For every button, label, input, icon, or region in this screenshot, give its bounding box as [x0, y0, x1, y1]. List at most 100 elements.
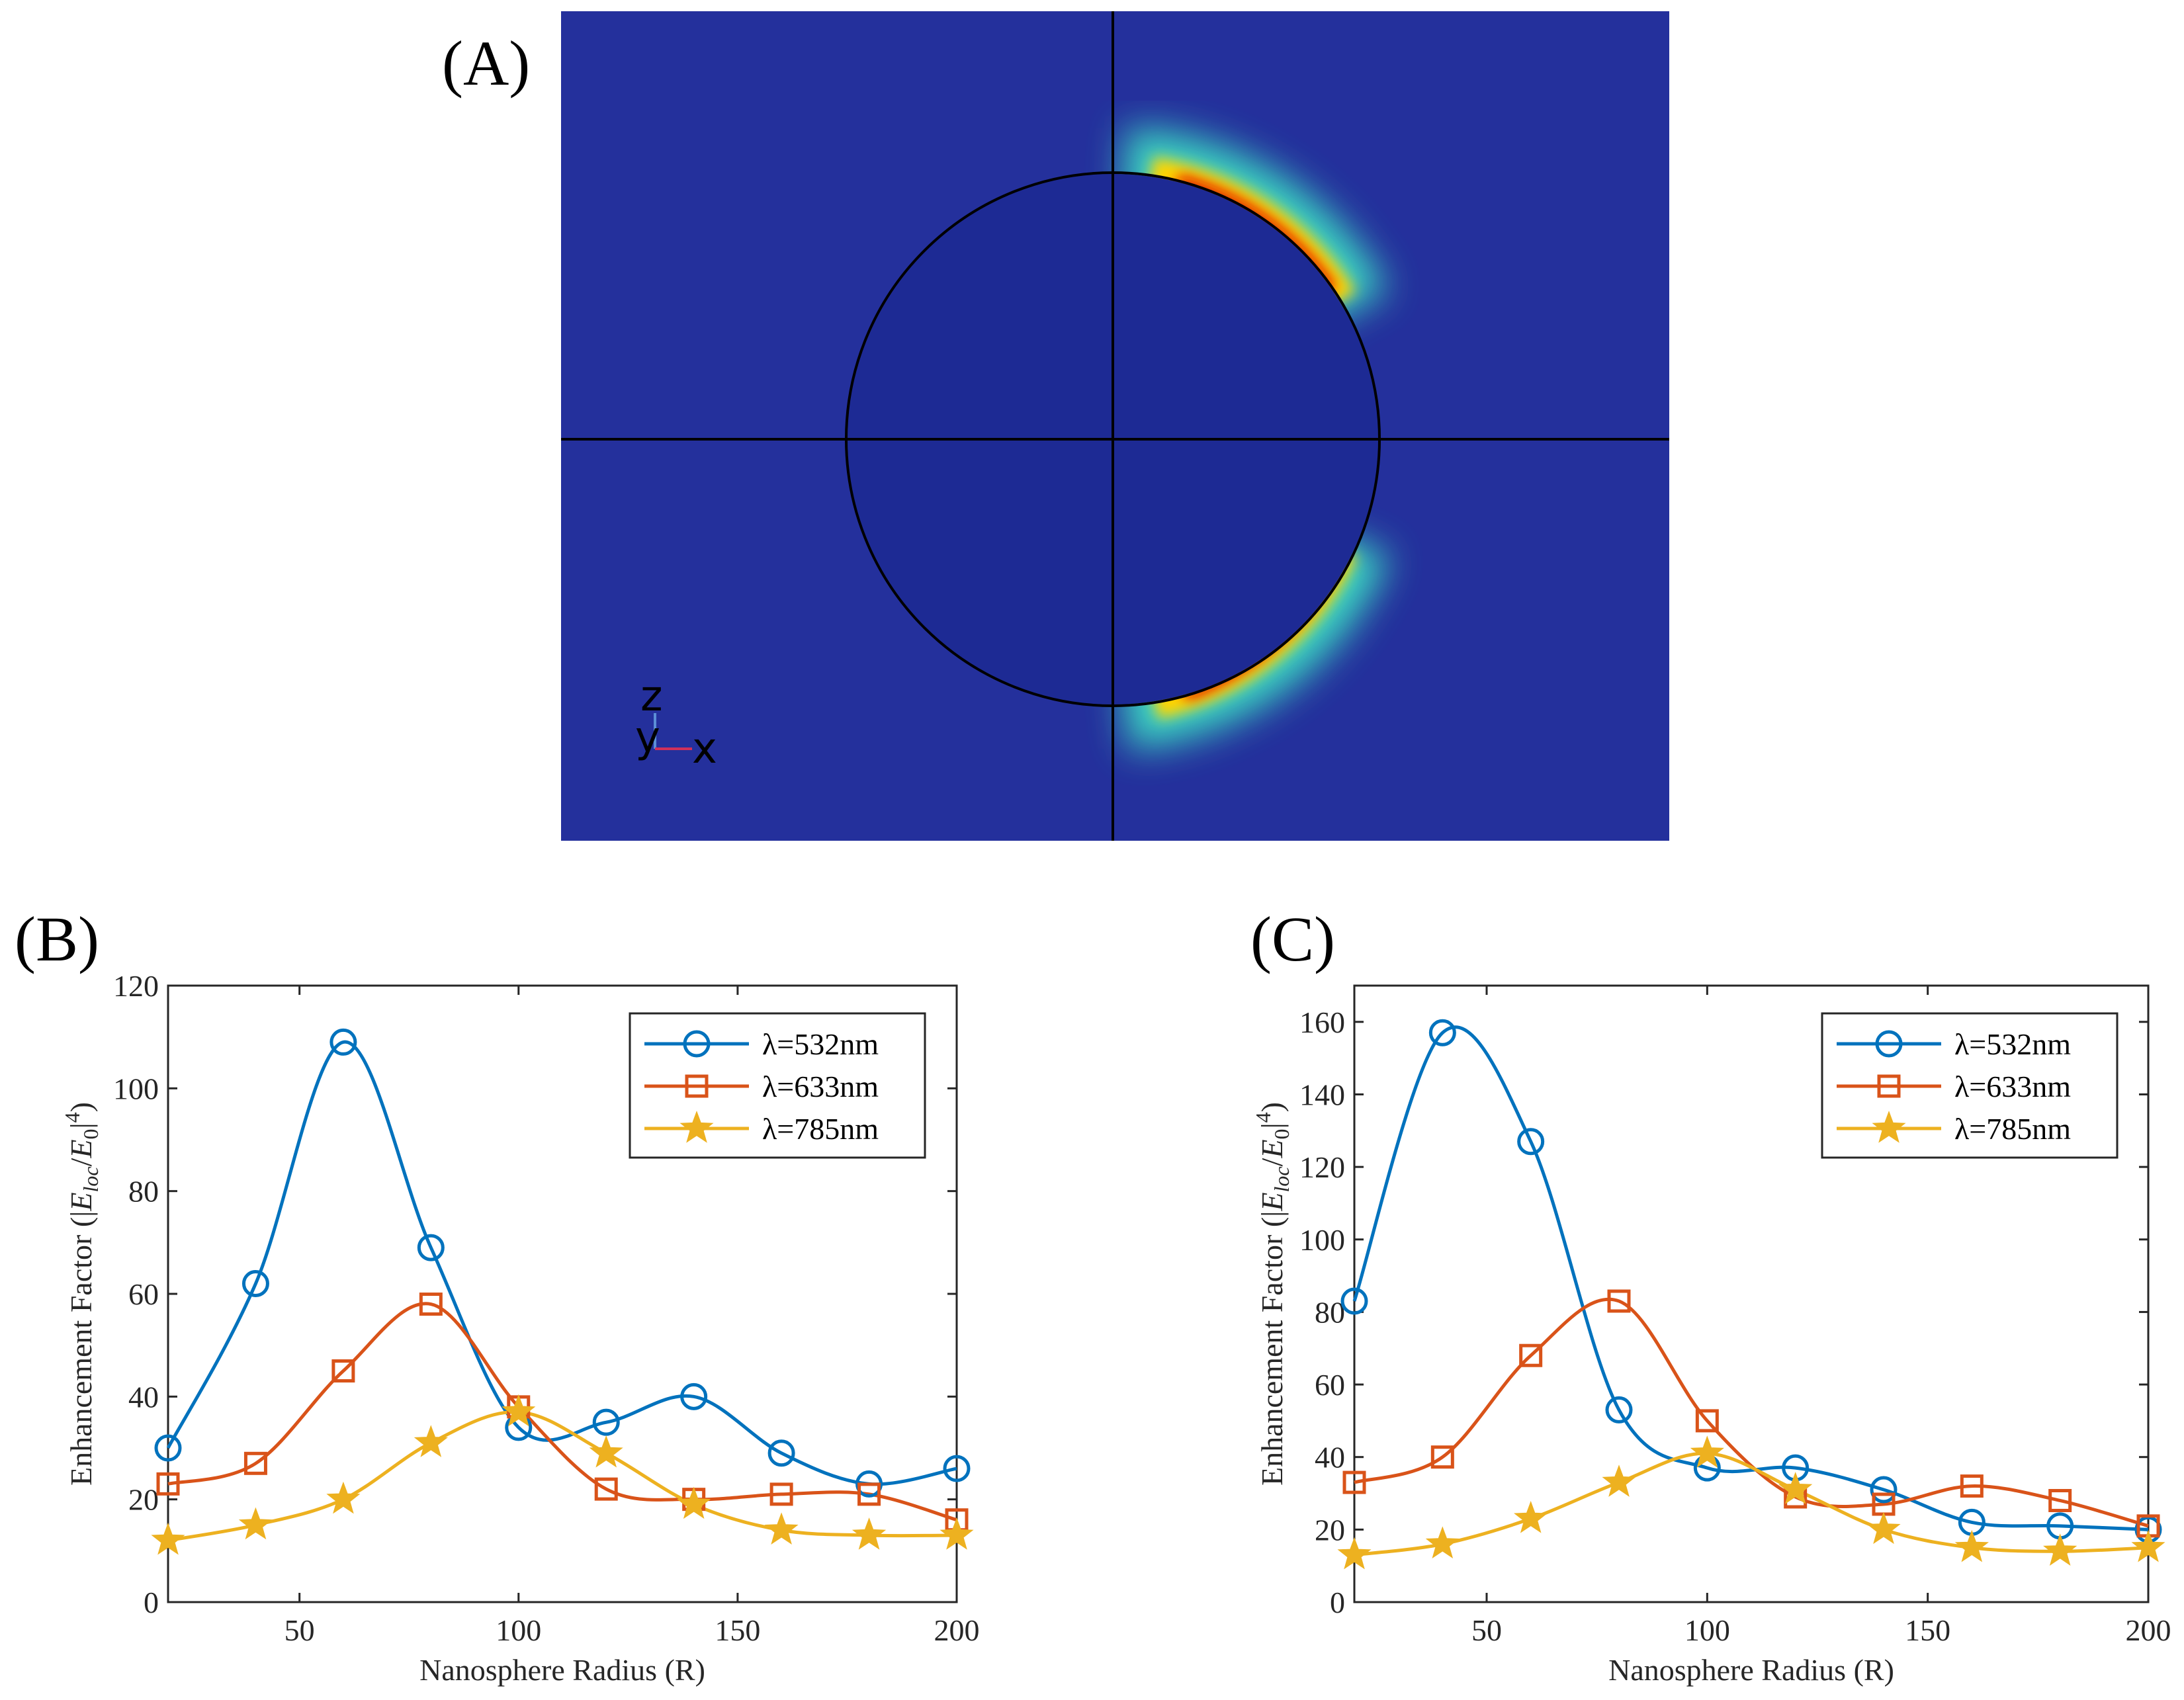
panel-b-label: (B) — [15, 904, 99, 974]
panel-b-marker-star — [151, 1522, 185, 1555]
panel-b-marker-square — [594, 1477, 618, 1501]
panel-c-ytick-label: 80 — [1315, 1295, 1345, 1329]
panel-b-ytick-label: 0 — [144, 1586, 159, 1619]
panel-b-marker-circle — [241, 1269, 269, 1297]
panel-c-marker-star — [1690, 1435, 1724, 1468]
panel-c-series-line-1 — [1354, 1297, 2149, 1528]
panel-b-series-line-1 — [167, 1302, 957, 1522]
panel-b-marker-square — [769, 1482, 793, 1506]
panel-b-marker-square — [243, 1451, 267, 1475]
panel-c-legend-label: λ=633nm — [1954, 1070, 2071, 1103]
panel-c-marker-square — [1342, 1470, 1366, 1494]
panel-b-xtick-label: 100 — [496, 1613, 541, 1647]
panel-c-legend-label: λ=532nm — [1954, 1027, 2071, 1061]
panel-c-marker-star — [1602, 1465, 1636, 1497]
panel-b-chart: (B) 50 100 150 200 0 20 40 60 80 100 120 Nanospher… — [15, 904, 980, 1687]
panel-b-marker-circle — [767, 1439, 795, 1467]
panel-b-marker-star — [677, 1486, 711, 1519]
panel-b-legend-label: λ=532nm — [762, 1027, 879, 1061]
panel-b-marker-star — [326, 1481, 361, 1514]
panel-c-marker-star — [1337, 1537, 1372, 1570]
panel-b-marker-star — [589, 1435, 623, 1468]
panel-c-marker-circle — [1870, 1476, 1898, 1504]
panel-b-marker-star — [238, 1507, 273, 1540]
panel-c-legend-label: λ=785nm — [1954, 1112, 2071, 1146]
panel-c-marker-star — [1866, 1511, 1901, 1545]
panel-c-marker-circle — [1605, 1396, 1633, 1424]
panel-c-marker-square — [1430, 1445, 1454, 1469]
panel-c-legend-marker-circle — [1875, 1030, 1903, 1058]
panel-c-marker-star — [1425, 1526, 1460, 1559]
panel-c-ytick-label: 20 — [1315, 1513, 1345, 1547]
panel-b-series-line-0 — [166, 1040, 957, 1486]
panel-b-marker-circle — [329, 1028, 357, 1056]
panel-b-marker-circle — [855, 1470, 883, 1498]
panel-b-xtick-label: 150 — [715, 1613, 760, 1647]
panel-c-marker-square — [1695, 1409, 1719, 1433]
panel-a-field-map: (A) z y x — [442, 11, 1669, 841]
panel-b-marker-circle — [417, 1234, 445, 1261]
panel-c-marker-square — [1519, 1343, 1543, 1367]
panel-c-marker-star — [1778, 1472, 1813, 1504]
panel-b-marker-circle — [680, 1382, 708, 1410]
panel-c-marker-circle — [1517, 1128, 1545, 1156]
panel-b-ytick-label: 60 — [128, 1277, 159, 1311]
panel-c-marker-circle — [1340, 1287, 1368, 1315]
panel-c-markers — [1337, 1019, 2165, 1570]
panel-b-series-line-2 — [167, 1410, 957, 1543]
panel-b-ytick-label: 120 — [113, 969, 159, 1003]
panel-c-marker-star — [1514, 1501, 1548, 1533]
panel-b-marker-square — [419, 1293, 443, 1316]
panel-b-marker-circle — [592, 1408, 620, 1436]
panel-b-legend-label: λ=633nm — [762, 1070, 879, 1103]
panel-b-ytick-label: 20 — [128, 1483, 159, 1517]
panel-c-ytick-label: 160 — [1299, 1005, 1345, 1039]
panel-b-marker-circle — [943, 1455, 971, 1482]
panel-c-marker-star — [1954, 1529, 1989, 1562]
panel-c-ytick-label: 40 — [1315, 1441, 1345, 1474]
panel-b-legend-marker-square — [685, 1074, 709, 1098]
panel-b-marker-star — [939, 1517, 974, 1550]
panel-c-marker-star — [2043, 1533, 2077, 1566]
panel-b-marker-star — [852, 1517, 887, 1550]
panel-c-xtick-label: 200 — [2126, 1613, 2171, 1647]
panel-b-marker-star — [502, 1394, 536, 1427]
panel-b-x-axis-title: Nanosphere Radius (R) — [419, 1653, 705, 1687]
panel-b-xtick-label: 50 — [284, 1613, 315, 1647]
panel-b-markers — [151, 1028, 974, 1555]
panel-b-y-axis-title: Enhancement Factor (|Eloc/E0|4) — [60, 1102, 103, 1486]
panel-b-marker-star — [414, 1425, 448, 1457]
panel-b-xtick-label: 200 — [934, 1613, 980, 1647]
panel-b-ticks: 50 100 150 200 0 20 40 60 80 100 120 — [113, 969, 980, 1647]
panel-c-ytick-label: 60 — [1315, 1368, 1345, 1402]
panel-c-legend-marker-star — [1872, 1111, 1906, 1143]
panel-c-ytick-label: 100 — [1299, 1223, 1345, 1257]
panel-b-ytick-label: 40 — [128, 1380, 159, 1414]
panel-c-legend: λ=532nm λ=633nm λ=785nm — [1821, 1012, 2118, 1159]
panel-b-legend-marker-circle — [683, 1030, 711, 1058]
panel-b-legend-label: λ=785nm — [762, 1112, 879, 1146]
panel-c-marker-square — [2048, 1488, 2072, 1512]
panel-c-legend-marker-square — [1877, 1074, 1901, 1098]
panel-c-series-line-2 — [1354, 1451, 2149, 1557]
panel-c-marker-circle — [1428, 1019, 1456, 1046]
panel-c-series-lines — [1352, 1025, 2149, 1557]
panel-c-marker-star — [2131, 1529, 2165, 1562]
panel-c-marker-square — [1960, 1474, 1984, 1498]
panel-c-label: (C) — [1250, 904, 1335, 974]
panel-c-ticks: 50 100 150 200 0 20 40 60 80 100 120 140 160 — [1299, 986, 2171, 1647]
coordinate-triad: z y x — [635, 672, 717, 773]
panel-c-chart: (C) 50 100 150 200 0 20 40 60 80 100 120 140 160 Nan… — [1250, 904, 2171, 1687]
panel-c-xtick-label: 100 — [1684, 1613, 1730, 1647]
panel-b-marker-square — [331, 1359, 355, 1382]
panel-b-marker-star — [764, 1512, 799, 1545]
panel-c-x-axis-title: Nanosphere Radius (R) — [1608, 1653, 1894, 1687]
panel-c-y-axis-title: Enhancement Factor (|Eloc/E0|4) — [1251, 1102, 1293, 1486]
panel-b-marker-square — [857, 1482, 881, 1506]
panel-c-ytick-label: 120 — [1299, 1150, 1345, 1184]
panel-c-marker-square — [1607, 1289, 1631, 1313]
panel-c-ytick-label: 0 — [1330, 1586, 1345, 1619]
panel-b-legend: λ=532nm λ=633nm λ=785nm — [629, 1012, 926, 1159]
panel-c-xtick-label: 150 — [1905, 1613, 1950, 1647]
